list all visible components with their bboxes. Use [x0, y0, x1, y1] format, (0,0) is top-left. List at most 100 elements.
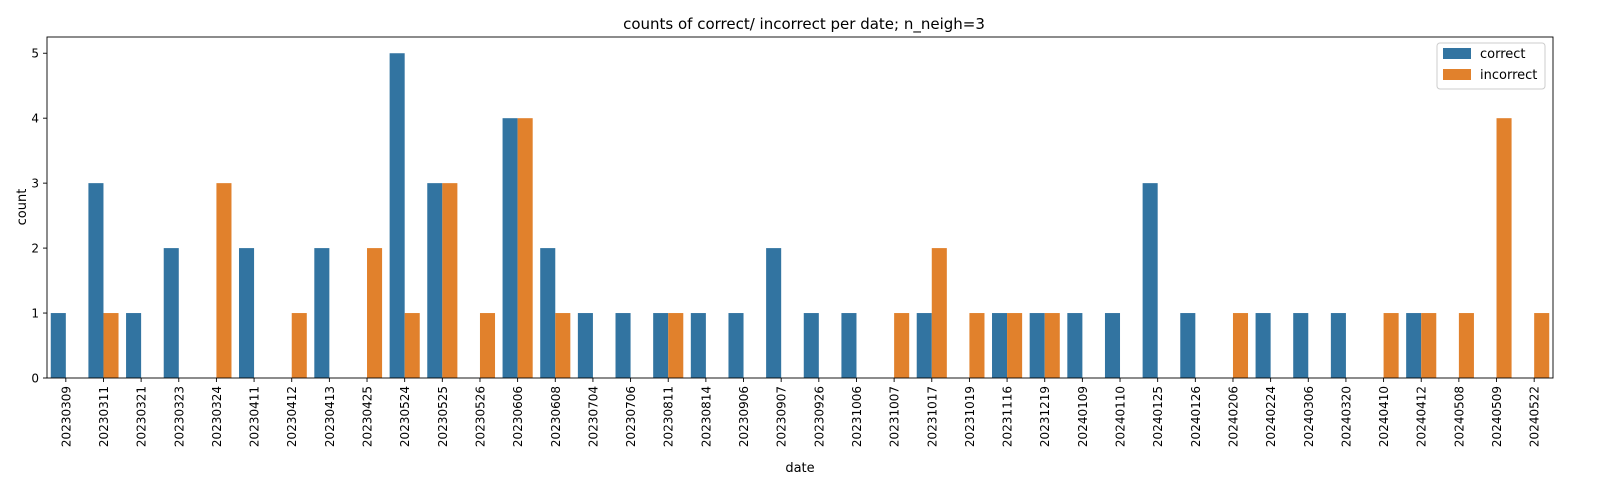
x-tick-label-20230706: 20230706 [624, 386, 638, 447]
x-tick-label-20230608: 20230608 [549, 386, 563, 447]
x-tick-label-20231019: 20231019 [963, 386, 977, 447]
legend-swatch-correct [1443, 48, 1471, 59]
bar-correct-20230811 [653, 313, 669, 378]
x-tick-label-20230413: 20230413 [323, 386, 337, 447]
bar-correct-20230704 [577, 313, 593, 378]
y-tick-label-0: 0 [31, 372, 39, 386]
x-tick-label-20230412: 20230412 [285, 386, 299, 447]
x-tick-label-20231017: 20231017 [925, 386, 939, 447]
bar-correct-20230814 [690, 313, 706, 378]
bar-correct-20240126 [1180, 313, 1196, 378]
x-tick-label-20240109: 20240109 [1076, 386, 1090, 447]
y-tick-label-4: 4 [31, 112, 39, 126]
bar-correct-20240110 [1104, 313, 1121, 378]
bar-incorrect-20240206 [1232, 313, 1249, 378]
x-tick-label-20230704: 20230704 [586, 386, 600, 447]
x-tick-label-20240522: 20240522 [1528, 386, 1542, 447]
bar-incorrect-20230606 [517, 118, 533, 378]
x-axis: 20230309 20230311 20230321 20230323 20230324… [59, 378, 1542, 447]
bar-incorrect-20230524 [404, 313, 420, 378]
bar-correct-20230525 [427, 183, 443, 378]
x-tick-label-20240125: 20240125 [1151, 386, 1165, 447]
bar-incorrect-20231007 [894, 313, 910, 378]
bar-incorrect-20231116 [1007, 313, 1023, 378]
y-tick-label-2: 2 [31, 242, 39, 256]
bar-incorrect-20230608 [555, 313, 571, 378]
y-axis-label: count [15, 189, 30, 226]
legend-swatch-incorrect [1443, 69, 1471, 80]
y-axis: 0 1 2 3 4 5 [31, 47, 47, 386]
bar-correct-20230323 [163, 248, 179, 378]
bar-correct-20240109 [1067, 313, 1083, 378]
bar-correct-20230321 [126, 313, 142, 378]
x-tick-label-20230321: 20230321 [135, 386, 149, 447]
x-tick-label-20230411: 20230411 [248, 386, 262, 447]
x-tick-label-20230309: 20230309 [59, 386, 73, 447]
bar-correct-20230311 [88, 183, 104, 378]
plot-frame [46, 36, 1554, 379]
x-tick-label-20230324: 20230324 [210, 386, 224, 447]
bar-incorrect-20230425 [367, 248, 383, 378]
y-tick-label-5: 5 [31, 47, 39, 61]
x-tick-label-20230311: 20230311 [97, 386, 111, 447]
x-tick-label-20230526: 20230526 [473, 386, 487, 447]
legend-label-correct: correct [1480, 47, 1526, 62]
bar-correct-20230413 [314, 248, 330, 378]
bar-correct-20240306 [1293, 313, 1309, 378]
bar-incorrect-20230811 [668, 313, 684, 378]
x-tick-label-20231116: 20231116 [1001, 386, 1015, 447]
bar-correct-20230608 [540, 248, 556, 378]
bar-correct-20240320 [1330, 313, 1346, 378]
bar-correct-20240125 [1142, 183, 1158, 378]
bar-correct-20230309 [50, 313, 66, 378]
bar-incorrect-20240509 [1496, 118, 1512, 378]
x-tick-label-20231006: 20231006 [850, 386, 864, 447]
bar-incorrect-20230311 [103, 313, 119, 378]
x-tick-label-20240224: 20240224 [1264, 386, 1278, 447]
x-tick-label-20230814: 20230814 [699, 386, 713, 447]
bars-group [50, 53, 1550, 379]
x-tick-label-20240412: 20240412 [1415, 386, 1429, 447]
bar-correct-20230411 [239, 248, 255, 378]
bar-correct-20240412 [1406, 313, 1422, 378]
bar-incorrect-20230526 [479, 313, 496, 378]
legend-label-incorrect: incorrect [1480, 68, 1537, 83]
bar-correct-20230706 [615, 313, 631, 378]
legend: correct incorrect [1436, 42, 1546, 90]
bar-incorrect-20240412 [1421, 313, 1437, 378]
x-tick-label-20240306: 20240306 [1302, 386, 1316, 447]
x-tick-label-20240206: 20240206 [1226, 386, 1240, 447]
bar-correct-20240224 [1255, 313, 1271, 378]
x-tick-label-20230906: 20230906 [737, 386, 751, 447]
bar-correct-20230606 [502, 118, 518, 378]
x-tick-label-20230606: 20230606 [511, 386, 525, 447]
x-tick-label-20240110: 20240110 [1114, 386, 1128, 447]
y-tick-label-3: 3 [31, 177, 39, 191]
x-tick-label-20230525: 20230525 [436, 386, 450, 447]
x-tick-label-20230811: 20230811 [662, 386, 676, 447]
bar-incorrect-20231219 [1044, 313, 1060, 378]
chart-title: counts of correct/ incorrect per date; n… [623, 15, 985, 34]
bar-incorrect-20231019 [969, 313, 985, 378]
bar-incorrect-20231017 [931, 248, 947, 378]
bar-incorrect-20230525 [442, 183, 458, 378]
bar-correct-20231006 [841, 313, 857, 378]
bar-incorrect-20240410 [1383, 313, 1399, 378]
x-tick-label-20240126: 20240126 [1189, 386, 1203, 447]
x-tick-label-20230425: 20230425 [361, 386, 375, 447]
bar-correct-20230906 [728, 313, 744, 378]
x-tick-label-20240320: 20240320 [1339, 386, 1353, 447]
x-tick-label-20240410: 20240410 [1377, 386, 1391, 447]
bar-correct-20231116 [992, 313, 1008, 378]
x-tick-label-20231007: 20231007 [888, 386, 902, 447]
x-tick-label-20231219: 20231219 [1038, 386, 1052, 447]
bar-correct-20230926 [803, 313, 819, 378]
bar-correct-20230907 [766, 248, 782, 378]
x-axis-label: date [785, 461, 814, 476]
bar-incorrect-20240522 [1534, 313, 1550, 378]
x-tick-label-20230907: 20230907 [775, 386, 789, 447]
x-tick-label-20230926: 20230926 [812, 386, 826, 447]
bar-correct-20230524 [389, 53, 405, 379]
x-tick-label-20240508: 20240508 [1452, 386, 1466, 447]
